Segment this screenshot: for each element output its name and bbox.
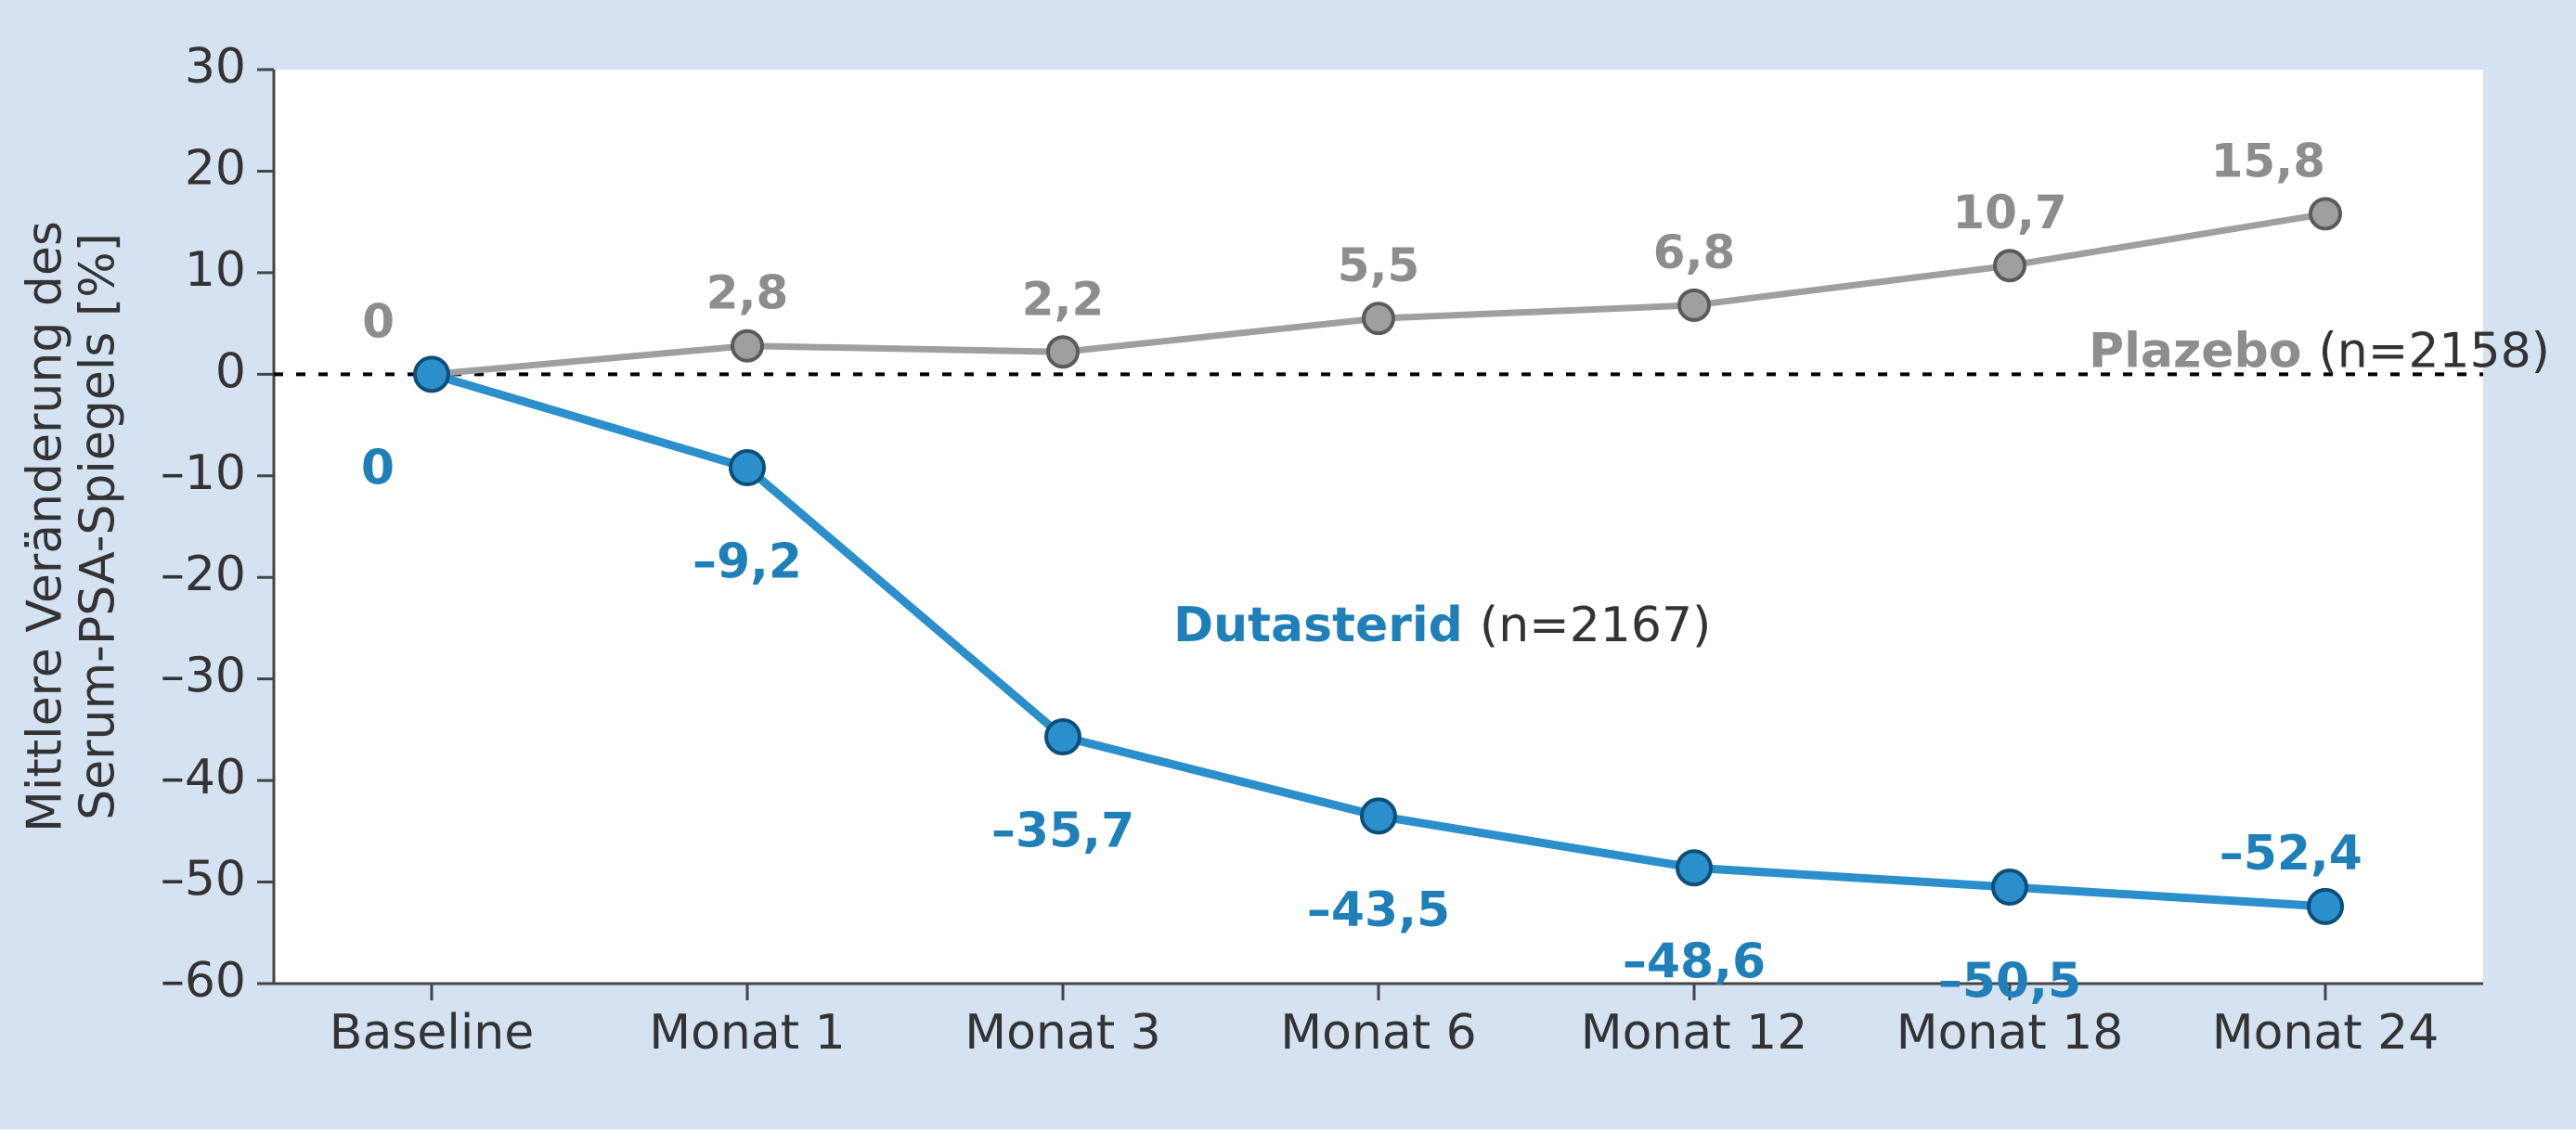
svg-text:Mittlere Veränderung des: Mittlere Veränderung des xyxy=(17,221,72,832)
x-tick-label: Monat 12 xyxy=(1581,1005,1808,1061)
x-tick-label: Baseline xyxy=(330,1005,534,1061)
x-tick-label: Monat 6 xyxy=(1280,1005,1477,1061)
value-label-plazebo: 2,8 xyxy=(706,266,789,320)
x-tick-label: Monat 24 xyxy=(2212,1005,2440,1061)
value-label-plazebo: 10,7 xyxy=(1952,186,2066,239)
series-marker-dutasterid xyxy=(1362,799,1395,832)
series-marker-plazebo xyxy=(1048,337,1078,367)
series-label-plazebo: Plazebo(n=2158) xyxy=(2089,323,2550,379)
plot-bg xyxy=(274,70,2483,984)
series-marker-dutasterid xyxy=(1993,870,2026,904)
value-label-dutasterid: –50,5 xyxy=(1938,953,2081,1009)
x-tick-label: Monat 1 xyxy=(649,1005,846,1061)
x-tick-label: Monat 18 xyxy=(1896,1005,2124,1061)
value-label-dutasterid: –35,7 xyxy=(991,803,1134,858)
psa-line-chart: –60 –50 –40 –30 –20 –10 0 10 20 30 Mittlere Veränd… xyxy=(0,0,2576,1129)
value-label-dutasterid: –52,4 xyxy=(2220,826,2362,882)
series-label-dutasterid: Dutasterid(n=2167) xyxy=(1173,598,1711,653)
value-label-plazebo: 5,5 xyxy=(1338,238,1420,292)
value-label-dutasterid: 0 xyxy=(361,441,395,496)
value-label-dutasterid: –43,5 xyxy=(1307,882,1450,938)
y-tick-label: –60 xyxy=(161,953,246,1009)
value-label-plazebo: 6,8 xyxy=(1653,225,1736,279)
value-label-dutasterid: –9,2 xyxy=(693,534,802,589)
series-marker-dutasterid xyxy=(415,357,448,391)
y-tick-label: 10 xyxy=(185,242,246,298)
chart-container: –60 –50 –40 –30 –20 –10 0 10 20 30 Mittlere Veränd… xyxy=(0,0,2576,1129)
series-marker-plazebo xyxy=(732,331,762,361)
y-tick-label: 20 xyxy=(185,140,246,196)
y-tick-label: 30 xyxy=(185,39,246,95)
x-tick-label: Monat 3 xyxy=(964,1005,1161,1061)
series-marker-plazebo xyxy=(1364,303,1393,333)
y-tick-label: –10 xyxy=(161,445,246,501)
value-label-plazebo: 0 xyxy=(362,294,395,348)
y-tick-label: –40 xyxy=(161,750,246,805)
series-marker-plazebo xyxy=(1995,251,2025,280)
series-marker-plazebo xyxy=(1679,290,1709,320)
value-label-plazebo: 15,8 xyxy=(2211,134,2325,187)
series-marker-dutasterid xyxy=(731,451,764,484)
y-tick-label: –30 xyxy=(161,649,246,704)
series-marker-dutasterid xyxy=(1677,851,1711,884)
svg-text:Serum-PSA-Spiegels [%]: Serum-PSA-Spiegels [%] xyxy=(71,233,126,820)
series-marker-dutasterid xyxy=(2309,890,2342,923)
series-marker-plazebo xyxy=(2311,199,2340,228)
y-axis-title: Mittlere Veränderung desSerum-PSA-Spiege… xyxy=(17,221,125,832)
value-label-dutasterid: –48,6 xyxy=(1623,934,1766,990)
value-label-plazebo: 2,2 xyxy=(1022,272,1105,326)
series-marker-dutasterid xyxy=(1046,720,1080,753)
y-tick-label: –50 xyxy=(161,852,246,908)
y-tick-label: 0 xyxy=(215,343,246,399)
y-tick-label: –20 xyxy=(161,547,246,602)
